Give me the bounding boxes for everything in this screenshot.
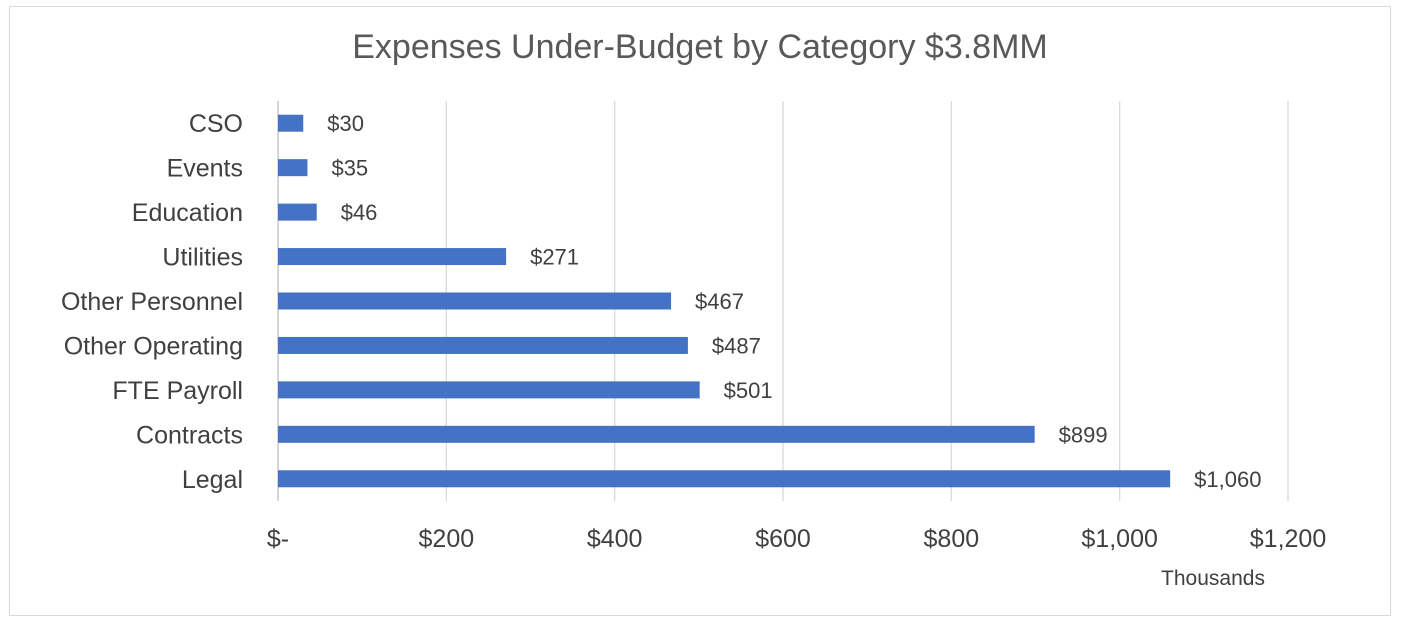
category-label: CSO <box>189 110 243 138</box>
bar <box>278 293 671 310</box>
chart-title: Expenses Under-Budget by Category $3.8MM <box>352 28 1047 66</box>
bar <box>278 248 506 265</box>
x-tick-label: $1,200 <box>1250 525 1326 553</box>
category-label: Other Personnel <box>61 288 243 316</box>
data-label: $35 <box>331 156 368 181</box>
data-label: $899 <box>1059 422 1108 447</box>
bar <box>278 204 317 221</box>
bar <box>278 159 307 176</box>
data-label: $501 <box>724 378 773 403</box>
data-label: $271 <box>530 245 579 270</box>
category-label: Education <box>132 199 243 227</box>
data-label: $30 <box>327 111 364 136</box>
category-label: Events <box>167 155 243 183</box>
bar <box>278 381 700 398</box>
category-label: Legal <box>182 466 243 494</box>
data-label: $467 <box>695 289 744 314</box>
category-label: Contracts <box>136 421 243 449</box>
category-label: Other Operating <box>64 332 243 360</box>
data-label: $46 <box>341 200 378 225</box>
bar <box>278 337 688 354</box>
bar <box>278 115 303 132</box>
x-tick-labels: $- $200 $400 $600 $800 $1,000 $1,200 <box>267 525 1326 553</box>
x-tick-label: $- <box>267 525 289 553</box>
bar <box>278 426 1035 443</box>
x-unit-label: Thousands <box>1161 567 1265 590</box>
data-label: $487 <box>712 333 761 358</box>
x-tick-label: $1,000 <box>1081 525 1157 553</box>
category-label: FTE Payroll <box>112 377 243 405</box>
data-label: $1,060 <box>1194 467 1261 492</box>
x-tick-label: $200 <box>419 525 475 553</box>
bar <box>278 470 1170 487</box>
category-label: Utilities <box>162 244 243 272</box>
x-tick-label: $400 <box>587 525 643 553</box>
x-tick-label: $800 <box>924 525 980 553</box>
category-labels: CSO Events Education Utilities Other Personn… <box>61 110 243 494</box>
x-tick-label: $600 <box>755 525 811 553</box>
